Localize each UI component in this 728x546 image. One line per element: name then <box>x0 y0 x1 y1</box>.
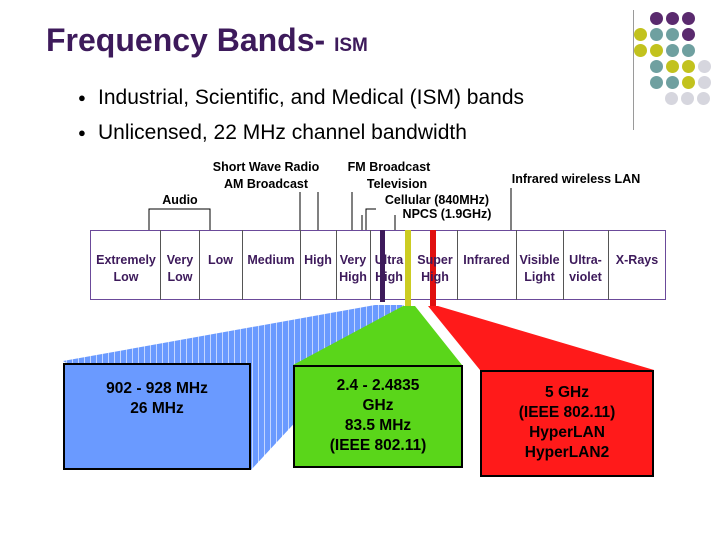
decorative-dot <box>634 28 647 41</box>
decorative-dot <box>650 60 663 73</box>
band-divider <box>608 230 609 300</box>
decorative-dot <box>698 76 711 89</box>
decorative-dot <box>698 60 711 73</box>
decorative-dot <box>650 28 663 41</box>
band-divider <box>563 230 564 300</box>
decorative-dot <box>666 60 679 73</box>
band-divider <box>242 230 243 300</box>
band-label: Super High <box>417 253 453 284</box>
bullet-list: Industrial, Scientific, and Medical (ISM… <box>78 80 524 150</box>
band-label: Ultra-violet <box>569 253 602 284</box>
decorative-dot <box>665 92 678 105</box>
caption-cellular: Cellular (840MHz) <box>384 193 490 207</box>
bullet-item: Unlicensed, 22 MHz channel bandwidth <box>78 115 524 150</box>
caption-infrared-lan: Infrared wireless LAN <box>511 172 641 186</box>
band-label: Visible Light <box>519 253 560 284</box>
decorative-dot <box>634 44 647 57</box>
decorative-dot <box>682 28 695 41</box>
band-divider <box>199 230 200 300</box>
decorative-dot <box>682 76 695 89</box>
decorative-dot <box>650 76 663 89</box>
band-label: High <box>304 253 332 267</box>
band-divider <box>336 230 337 300</box>
decorative-dot <box>697 92 710 105</box>
band-divider <box>160 230 161 300</box>
band-label: Very Low <box>166 253 194 284</box>
band-divider <box>370 230 371 300</box>
band-divider <box>300 230 301 300</box>
decorative-dot <box>681 92 694 105</box>
slide-title: Frequency Bands- ISM <box>46 22 368 59</box>
decorative-dot <box>682 44 695 57</box>
title-main: Frequency Bands- <box>46 22 326 58</box>
band-box-2-4ghz: 2.4 - 2.4835 GHz 83.5 MHz (IEEE 802.11) <box>293 365 463 468</box>
caption-shortwave: Short Wave Radio <box>212 160 320 174</box>
caption-television: Television <box>366 177 428 191</box>
caption-fm-broadcast: FM Broadcast <box>347 160 431 174</box>
ism-marker-900mhz <box>380 230 385 302</box>
band-label: Medium <box>247 253 295 267</box>
band-label: Low <box>208 253 233 267</box>
ism-marker-2-4ghz <box>405 230 411 306</box>
decorative-dot <box>666 28 679 41</box>
band-divider <box>516 230 517 300</box>
caption-npcs: NPCS (1.9GHz) <box>402 207 492 221</box>
decorative-dot <box>650 12 663 25</box>
green-wedge <box>293 306 462 365</box>
decorative-dot <box>666 44 679 57</box>
band-box-900mhz: 902 - 928 MHz 26 MHz <box>63 363 251 470</box>
band-box-5ghz: 5 GHz (IEEE 802.11) HyperLAN HyperLAN2 <box>480 370 654 477</box>
caption-audio: Audio <box>162 193 198 207</box>
divider-line <box>633 10 634 130</box>
spectrum-band-row <box>90 230 666 300</box>
band-label: Extremely Low <box>96 253 156 284</box>
band-label: Infrared <box>463 253 510 267</box>
band-divider <box>457 230 458 300</box>
decorative-dot <box>682 12 695 25</box>
red-wedge <box>428 306 654 370</box>
decorative-dot <box>682 60 695 73</box>
band-label: Ultra High <box>374 253 404 284</box>
band-label: X-Rays <box>615 253 659 267</box>
title-sub: ISM <box>334 35 368 56</box>
band-label: Very High <box>339 253 367 284</box>
decorative-dot <box>666 76 679 89</box>
decorative-dot <box>650 44 663 57</box>
caption-am-broadcast: AM Broadcast <box>223 177 309 191</box>
decorative-dot <box>666 12 679 25</box>
bullet-item: Industrial, Scientific, and Medical (ISM… <box>78 80 524 115</box>
ism-marker-5ghz <box>430 230 436 306</box>
